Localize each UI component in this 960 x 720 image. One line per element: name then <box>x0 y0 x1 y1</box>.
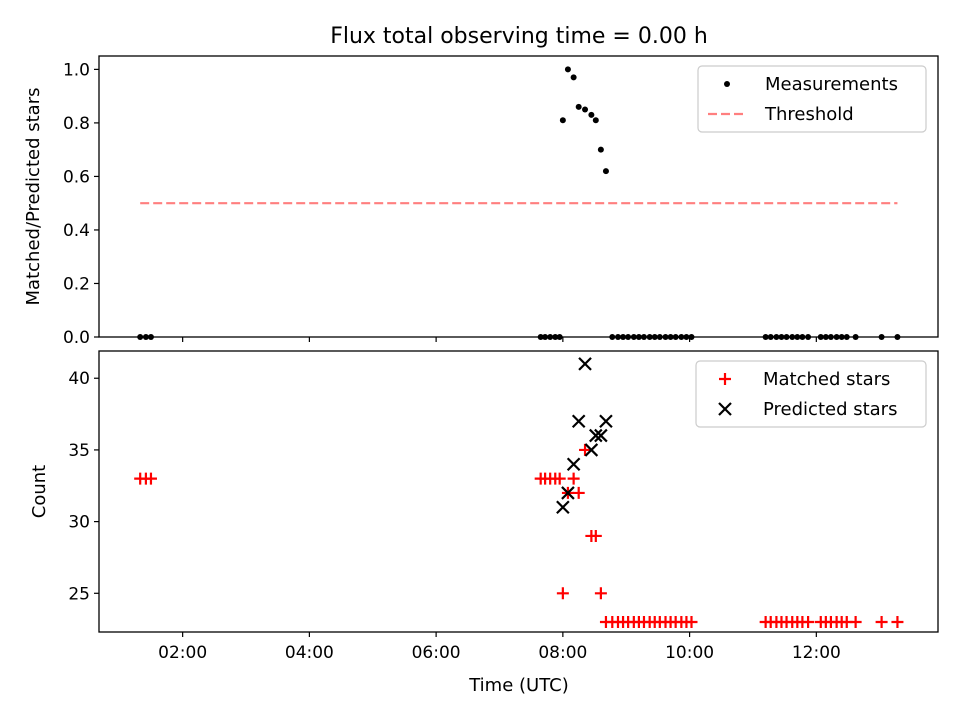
data-point <box>579 443 592 456</box>
data-point <box>561 486 575 500</box>
legend: Matched stars Predicted stars <box>695 360 927 428</box>
legend-label: Threshold <box>764 104 854 125</box>
data-point <box>584 443 599 457</box>
data-point <box>589 428 603 443</box>
legend-box <box>697 65 927 133</box>
y-tick-label: 35 <box>68 441 90 461</box>
y-tick-label: 0.8 <box>63 114 90 134</box>
x-tick-label: 08:00 <box>538 643 587 663</box>
legend-swatch <box>724 81 730 87</box>
legend-swatch <box>718 402 732 416</box>
x-tick-label: 04:00 <box>285 643 334 663</box>
data-point <box>556 500 570 515</box>
data-point <box>575 103 582 110</box>
chart-title: Flux total observing time = 0.00 h <box>330 24 708 49</box>
y-tick-label: 30 <box>68 513 90 533</box>
y-tick-label: 0.2 <box>63 274 90 294</box>
data-point <box>685 615 698 628</box>
data-point <box>592 117 599 124</box>
y-axis-label: Count <box>29 465 50 518</box>
data-point <box>570 74 577 81</box>
data-point <box>594 587 607 600</box>
data-point <box>875 615 888 628</box>
x-tick-label: 02:00 <box>158 643 207 663</box>
data-point <box>144 472 157 485</box>
y-axis-label: Matched/Predicted stars <box>23 88 44 306</box>
data-point <box>802 615 815 628</box>
data-point <box>571 414 586 429</box>
data-point <box>599 414 613 429</box>
data-point <box>572 486 585 499</box>
x-tick-label: 10:00 <box>665 643 714 663</box>
x-tick-label: 06:00 <box>412 643 461 663</box>
legend-label: Predicted stars <box>763 399 897 420</box>
data-point <box>588 111 595 118</box>
plot-frame <box>98 350 939 633</box>
data-point <box>594 428 608 443</box>
data-point <box>564 66 571 73</box>
data-point <box>602 168 609 175</box>
data-point <box>559 117 566 124</box>
x-axis-label: Time (UTC) <box>468 675 569 696</box>
y-tick-label: 0.0 <box>63 328 90 348</box>
legend-swatch <box>719 373 731 385</box>
data-point <box>891 615 904 628</box>
y-tick-label: 1.0 <box>63 60 90 80</box>
data-point <box>553 472 566 485</box>
legend-label: Measurements <box>765 74 898 95</box>
x-tick-label: 12:00 <box>792 643 841 663</box>
data-point <box>578 357 592 371</box>
y-tick-label: 0.6 <box>63 167 90 187</box>
data-point <box>566 457 581 472</box>
legend-box <box>695 360 927 428</box>
y-tick-label: 25 <box>68 584 90 604</box>
plot-frame <box>98 55 939 338</box>
flux-ratio-panel: Matched/Predicted stars 0.0 0.2 0.4 0.6 0.8 1… <box>23 55 939 348</box>
legend-label: Matched stars <box>763 369 890 390</box>
y-tick-label: 0.4 <box>63 221 90 241</box>
star-count-panel: Count Time (UTC) 25 30 35 40 02:00 04:00 06:00… <box>29 350 939 696</box>
data-point <box>849 615 862 628</box>
data-point <box>582 106 589 113</box>
data-point <box>556 587 569 600</box>
y-tick-label: 40 <box>68 369 90 389</box>
data-point <box>567 472 580 485</box>
legend: Measurements Threshold <box>697 65 927 133</box>
data-point <box>589 529 602 542</box>
data-point <box>597 146 604 153</box>
